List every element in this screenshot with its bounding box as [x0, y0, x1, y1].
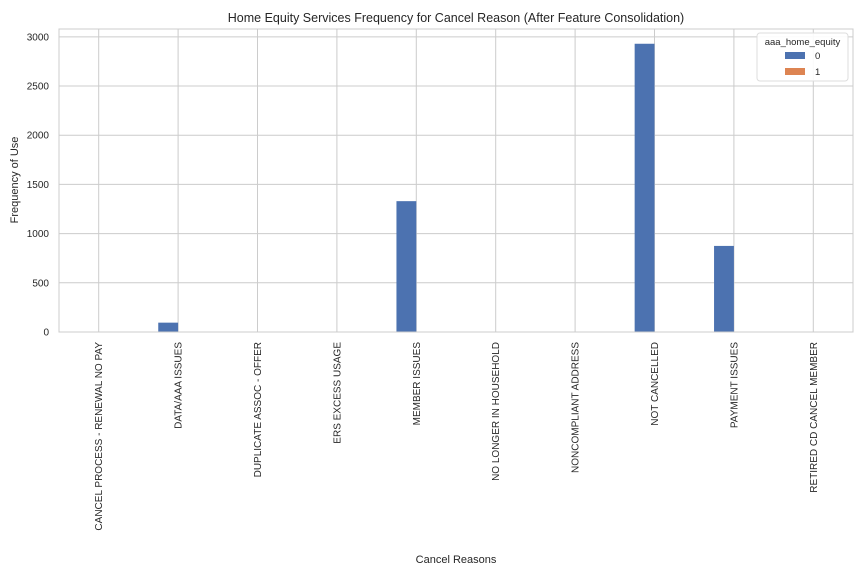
- chart-title: Home Equity Services Frequency for Cance…: [228, 11, 684, 25]
- legend: aaa_home_equity 0 1: [756, 32, 849, 82]
- y-axis-label: Frequency of Use: [9, 137, 21, 224]
- x-tick-labels: CANCEL PROCESS - RENEWAL NO PAY DATA/AAA …: [94, 342, 820, 531]
- x-axis-label: Cancel Reasons: [416, 554, 497, 566]
- y-tick-labels: 0 500 1000 1500 2000 2500 3000: [27, 32, 50, 338]
- y-tick-label: 500: [32, 278, 49, 289]
- bar: [396, 201, 417, 332]
- x-tick-label: MEMBER ISSUES: [412, 342, 423, 426]
- y-tick-label: 3000: [27, 32, 50, 43]
- x-tick-label: NO LONGER IN HOUSEHOLD: [491, 342, 502, 481]
- bar: [158, 322, 179, 332]
- x-tick-label: DUPLICATE ASSOC - OFFER: [253, 342, 264, 477]
- x-tick-label: RETIRED CD CANCEL MEMBER: [809, 342, 820, 493]
- x-tick-label: ERS EXCESS USAGE: [332, 342, 343, 444]
- y-tick-label: 1000: [27, 229, 50, 240]
- y-tick-label: 0: [43, 328, 49, 339]
- legend-entry: 1: [815, 67, 820, 78]
- legend-title: aaa_home_equity: [765, 37, 841, 48]
- legend-swatch: [785, 68, 805, 75]
- y-tick-label: 2500: [27, 82, 50, 93]
- legend-swatch: [785, 52, 805, 59]
- y-tick-label: 1500: [27, 180, 50, 191]
- bar: [634, 43, 655, 332]
- x-tick-label: CANCEL PROCESS - RENEWAL NO PAY: [94, 342, 105, 531]
- x-tick-label: PAYMENT ISSUES: [729, 342, 740, 428]
- x-tick-label: DATA/AAA ISSUES: [174, 342, 185, 429]
- x-tick-label: NONCOMPLIANT ADDRESS: [571, 342, 582, 473]
- plot-frame: [58, 28, 854, 333]
- legend-entry: 0: [815, 51, 820, 62]
- bars: [158, 43, 734, 332]
- x-tick-label: NOT CANCELLED: [650, 342, 661, 426]
- y-tick-label: 2000: [27, 131, 50, 142]
- bar: [714, 245, 734, 332]
